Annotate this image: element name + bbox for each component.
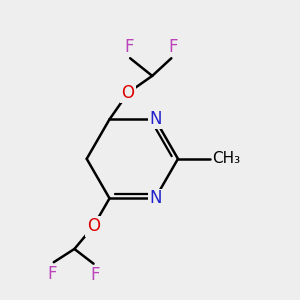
Text: O: O <box>122 84 135 102</box>
Text: N: N <box>149 189 161 207</box>
Text: F: F <box>168 38 178 56</box>
Text: F: F <box>48 265 57 283</box>
Text: N: N <box>149 110 161 128</box>
Text: F: F <box>90 266 100 284</box>
Text: O: O <box>87 218 100 236</box>
Text: F: F <box>124 38 134 56</box>
Text: CH₃: CH₃ <box>212 151 240 166</box>
